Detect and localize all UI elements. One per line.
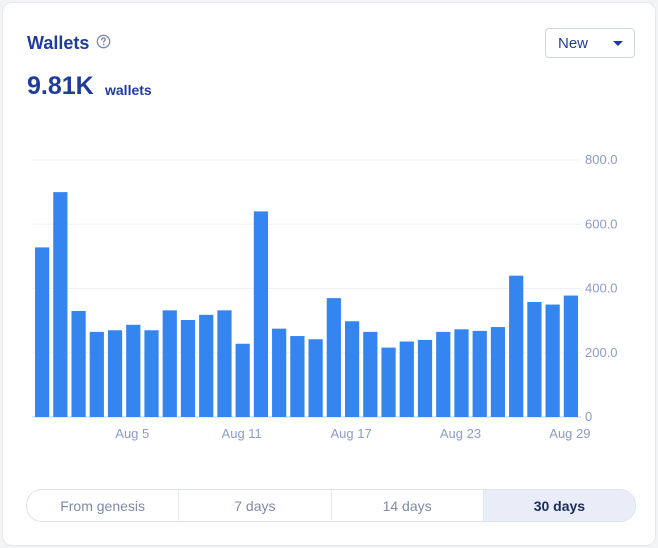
y-tick-label: 800.0: [585, 152, 618, 167]
bar-aug-9[interactable]: [199, 314, 214, 417]
bar-aug-29[interactable]: [563, 295, 578, 417]
range-tab-7-days[interactable]: 7 days: [179, 490, 332, 521]
y-tick-label: 0: [585, 409, 592, 424]
bar-aug-12[interactable]: [253, 211, 269, 417]
x-tick-label: Aug 17: [330, 426, 371, 441]
bar-aug-20[interactable]: [399, 341, 414, 417]
range-tab-from-genesis[interactable]: From genesis: [27, 490, 180, 521]
metric-dropdown[interactable]: New: [545, 28, 635, 58]
bar-aug-16[interactable]: [326, 298, 341, 417]
bar-aug-15[interactable]: [308, 339, 323, 417]
bar-aug-13[interactable]: [272, 328, 287, 417]
time-range-selector: From genesis 7 days 14 days 30 days: [26, 489, 636, 522]
bar-aug-23[interactable]: [454, 329, 469, 417]
bar-aug-27[interactable]: [527, 301, 542, 417]
x-tick-label: Aug 23: [440, 426, 481, 441]
bar-aug-5[interactable]: [126, 324, 141, 417]
range-tab-30-days[interactable]: 30 days: [483, 490, 635, 521]
bar-aug-2[interactable]: [71, 310, 86, 417]
bar-aug-4[interactable]: [107, 330, 123, 417]
bar-jul-31[interactable]: [35, 247, 50, 417]
bar-aug-11[interactable]: [235, 343, 250, 417]
bar-aug-28[interactable]: [545, 304, 560, 417]
bar-aug-7[interactable]: [162, 310, 177, 417]
x-tick-label: Aug 29: [549, 426, 590, 441]
help-icon[interactable]: [96, 34, 111, 49]
y-tick-label: 600.0: [585, 216, 618, 231]
x-tick-label: Aug 11: [222, 426, 262, 441]
y-tick-label: 400.0: [585, 281, 618, 296]
dropdown-selected-label: New: [558, 35, 589, 52]
bar-aug-22[interactable]: [436, 331, 451, 417]
bar-aug-10[interactable]: [217, 310, 232, 417]
wallet-count-value: 9.81K: [27, 72, 94, 100]
bar-aug-8[interactable]: [180, 319, 196, 417]
bar-aug-18[interactable]: [363, 331, 378, 417]
bar-aug-25[interactable]: [490, 327, 506, 417]
wallets-bar-chart: 800.0 600.0 400.0 200.0 0 Aug 5 Aug 11 Aug 17 Au…: [32, 152, 618, 441]
bar-aug-3[interactable]: [89, 331, 104, 417]
bar-aug-17[interactable]: [344, 321, 360, 417]
card-title: Wallets: [27, 33, 90, 53]
range-tab-14-days[interactable]: 14 days: [332, 490, 484, 521]
x-tick-label: Aug 5: [115, 426, 149, 441]
bar-aug-14[interactable]: [290, 336, 305, 417]
bar-aug-19[interactable]: [381, 347, 396, 417]
caret-down-icon: [613, 41, 623, 46]
bar-aug-6[interactable]: [144, 330, 159, 417]
bar-aug-24[interactable]: [472, 330, 487, 417]
bar-aug-1[interactable]: [53, 192, 68, 417]
y-tick-label: 200.0: [585, 345, 618, 360]
bar-aug-21[interactable]: [417, 339, 433, 417]
bar-aug-26[interactable]: [509, 275, 524, 417]
wallet-count-unit: wallets: [105, 82, 152, 98]
